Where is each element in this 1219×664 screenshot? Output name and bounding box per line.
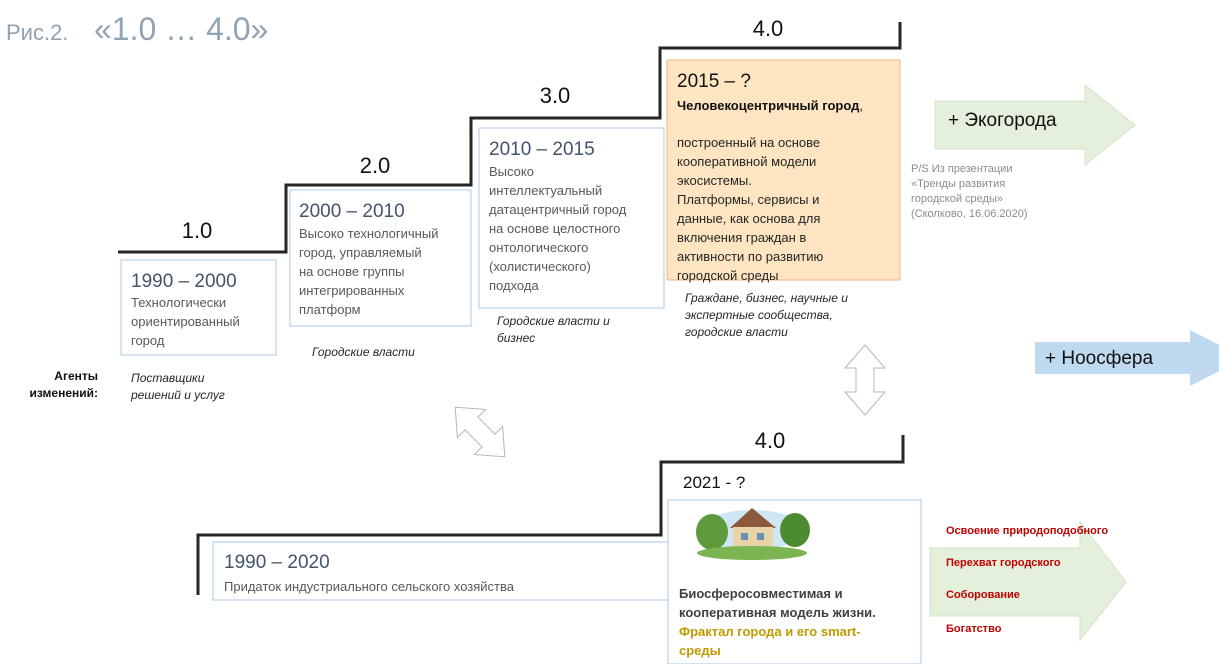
- stage-lead-rest: ,: [859, 98, 863, 113]
- stage-text: построенный на основе: [677, 135, 820, 150]
- stage-text: интеллектуальный: [489, 183, 602, 198]
- stage-period: 2010 – 2015: [489, 139, 595, 160]
- stage-text: на основе группы: [299, 264, 405, 279]
- stage-text: Высоко технологичный: [299, 226, 438, 241]
- stage-text: датацентричный город: [489, 202, 627, 217]
- stage-text: онтологического: [489, 240, 588, 255]
- agents-text: экспертные сообщества,: [685, 308, 833, 322]
- stage-period: 2015 – ?: [677, 71, 751, 92]
- stage-text: данные, как основа для: [677, 211, 820, 226]
- level-label: 1.0: [182, 218, 213, 243]
- future-text: Биосферосовместимая и: [679, 586, 843, 601]
- stage-period: 1990 – 2000: [131, 271, 237, 292]
- future-highlight: Фрактал города и его smart-: [679, 624, 861, 639]
- level-label: 3.0: [540, 83, 571, 108]
- diagram: Рис.2. «1.0 … 4.0» 1.0 2.0 3.0 4.0 1990 – 20…: [0, 0, 1219, 664]
- future-text: кооперативная модель жизни.: [679, 605, 876, 620]
- note-text: «Тренды развития: [911, 178, 1005, 190]
- arrow-label: + Ноосфера: [1045, 348, 1153, 369]
- stage-lead-bold: Человекоцентричный город: [677, 98, 860, 113]
- stage-text: городской среды: [677, 268, 779, 283]
- agents-text: Поставщики: [131, 371, 205, 385]
- agents-text: городские власти: [685, 325, 788, 339]
- double-arrow: [845, 345, 885, 415]
- agents-text: Городские власти и: [497, 314, 610, 328]
- outcome-text: Перехват городского: [946, 557, 1061, 569]
- stage-text: включения граждан в: [677, 230, 806, 245]
- stage-text: город: [131, 333, 165, 348]
- stage-text: Платформы, сервисы и: [677, 192, 819, 207]
- outcome-text: Освоение природоподобного: [946, 525, 1108, 537]
- stage-text: город, управляемый: [299, 245, 422, 260]
- note-text: P/S Из презентации: [911, 163, 1012, 175]
- stage-text: платформ: [299, 302, 361, 317]
- title-main: «1.0 … 4.0»: [94, 11, 268, 47]
- stage-text: Высоко: [489, 164, 534, 179]
- stage-text: интегрированных: [299, 283, 405, 298]
- outcome-text: Соборование: [946, 589, 1020, 601]
- agents-text: решений и услуг: [130, 388, 225, 402]
- illustration: [696, 508, 810, 560]
- stage-text: кооперативной модели: [677, 154, 816, 169]
- double-arrow: [441, 393, 519, 471]
- stage-text: на основе целостного: [489, 221, 620, 236]
- stage-period: 2000 – 2010: [299, 201, 405, 222]
- agents-label: Агенты: [54, 369, 98, 383]
- outcome-text: Богатство: [946, 623, 1002, 635]
- agents-text: Граждане, бизнес, научные и: [685, 291, 848, 305]
- stage-period: 1990 – 2020: [224, 552, 330, 573]
- stage-text: ориентированный: [131, 314, 240, 329]
- stage-text: активности по развитию: [677, 249, 823, 264]
- future-highlight: среды: [679, 643, 721, 658]
- stage-text: Технологически: [131, 295, 226, 310]
- stage-period: 2021 - ?: [683, 473, 745, 492]
- stage-text: (холистического): [489, 259, 591, 274]
- stage-text: подхода: [489, 278, 539, 293]
- stage-text: Придаток индустриального сельского хозяй…: [224, 579, 515, 594]
- level-label: 2.0: [360, 153, 391, 178]
- agents-label: изменений:: [29, 386, 98, 400]
- level-label: 4.0: [753, 16, 784, 41]
- arrow-label: + Экогорода: [948, 110, 1057, 131]
- level-label: 4.0: [755, 428, 786, 453]
- agents-text: Городские власти: [312, 345, 415, 359]
- stage-lead: Человекоцентричный город,: [677, 98, 863, 113]
- note-text: (Сколково, 16.06.2020): [911, 208, 1028, 220]
- agents-text: бизнес: [497, 331, 535, 345]
- stage-box-highlight: [667, 60, 900, 280]
- title-prefix: Рис.2.: [6, 20, 68, 45]
- note-text: городской среды»: [911, 193, 1003, 205]
- stage-text: экосистемы.: [677, 173, 752, 188]
